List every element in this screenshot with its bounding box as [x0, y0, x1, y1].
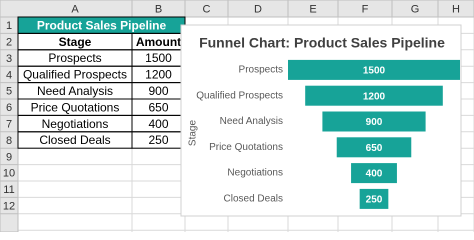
table-cell-text: 900	[148, 84, 168, 98]
table-cell-text: 650	[148, 100, 168, 114]
row-header: 3	[6, 53, 12, 65]
funnel-bar	[351, 163, 397, 184]
row-header: 6	[6, 102, 12, 114]
funnel-bar	[305, 85, 443, 106]
category-label: Price Quotations	[209, 142, 283, 153]
row-header: 8	[6, 135, 12, 147]
funnel-bar	[336, 137, 412, 158]
funnel-bar	[359, 188, 389, 209]
column-header-bar	[0, 0, 474, 18]
table-cell-text: Price Quotations	[31, 100, 120, 114]
page: A B C D E F G H 1 2 3 4 5 6 7 8 9 10 11 12 Product Sales Pip…	[0, 0, 474, 232]
table-header: Amount	[136, 35, 181, 49]
column-header: E	[309, 3, 316, 15]
column-header: C	[203, 3, 211, 15]
table-cell-text: 400	[148, 117, 168, 131]
row-header: 5	[6, 86, 12, 98]
funnel-bar	[322, 111, 426, 132]
row-header: 11	[3, 184, 14, 196]
category-label: Negotiations	[227, 168, 283, 179]
data-label: 1200	[363, 91, 386, 102]
table-cell-text: Prospects	[48, 51, 101, 65]
funnel-bar	[288, 59, 460, 80]
column-header: B	[155, 3, 162, 15]
category-label: Prospects	[239, 65, 283, 76]
category-label: Qualified Prospects	[196, 90, 283, 101]
row-header: 9	[6, 151, 12, 163]
category-label: Need Analysis	[220, 116, 283, 127]
row-header: 7	[6, 119, 12, 131]
column-header: H	[452, 3, 460, 15]
row-header: 12	[3, 201, 15, 213]
table-cell-text: Closed Deals	[39, 133, 110, 147]
row-header: 10	[3, 168, 15, 180]
table-cell-text: 1200	[145, 68, 172, 82]
table-cell-text: Negotiations	[42, 117, 109, 131]
table-cell-text: Need Analysis	[37, 84, 113, 98]
data-label: 400	[366, 169, 383, 180]
table-title: Product Sales Pipeline	[37, 18, 167, 32]
column-header: F	[362, 3, 369, 15]
table-header: Stage	[59, 35, 92, 49]
row-header: 2	[6, 37, 12, 49]
category-label: Closed Deals	[224, 194, 283, 205]
data-label: 1500	[363, 66, 386, 77]
table-cell-text: 250	[148, 133, 168, 147]
data-label: 650	[366, 143, 383, 154]
data-label: 900	[366, 117, 383, 128]
y-axis-label: Stage	[188, 119, 199, 146]
column-header: G	[411, 3, 420, 15]
table-cell-text: Qualified Prospects	[23, 68, 127, 82]
chart-title: Funnel Chart: Product Sales Pipeline	[199, 35, 445, 51]
column-header: D	[254, 3, 262, 15]
data-label: 250	[366, 195, 383, 206]
row-header: 4	[6, 69, 12, 81]
column-header: A	[71, 3, 79, 15]
table-cell-text: 1500	[145, 51, 172, 65]
row-header: 1	[6, 20, 12, 32]
